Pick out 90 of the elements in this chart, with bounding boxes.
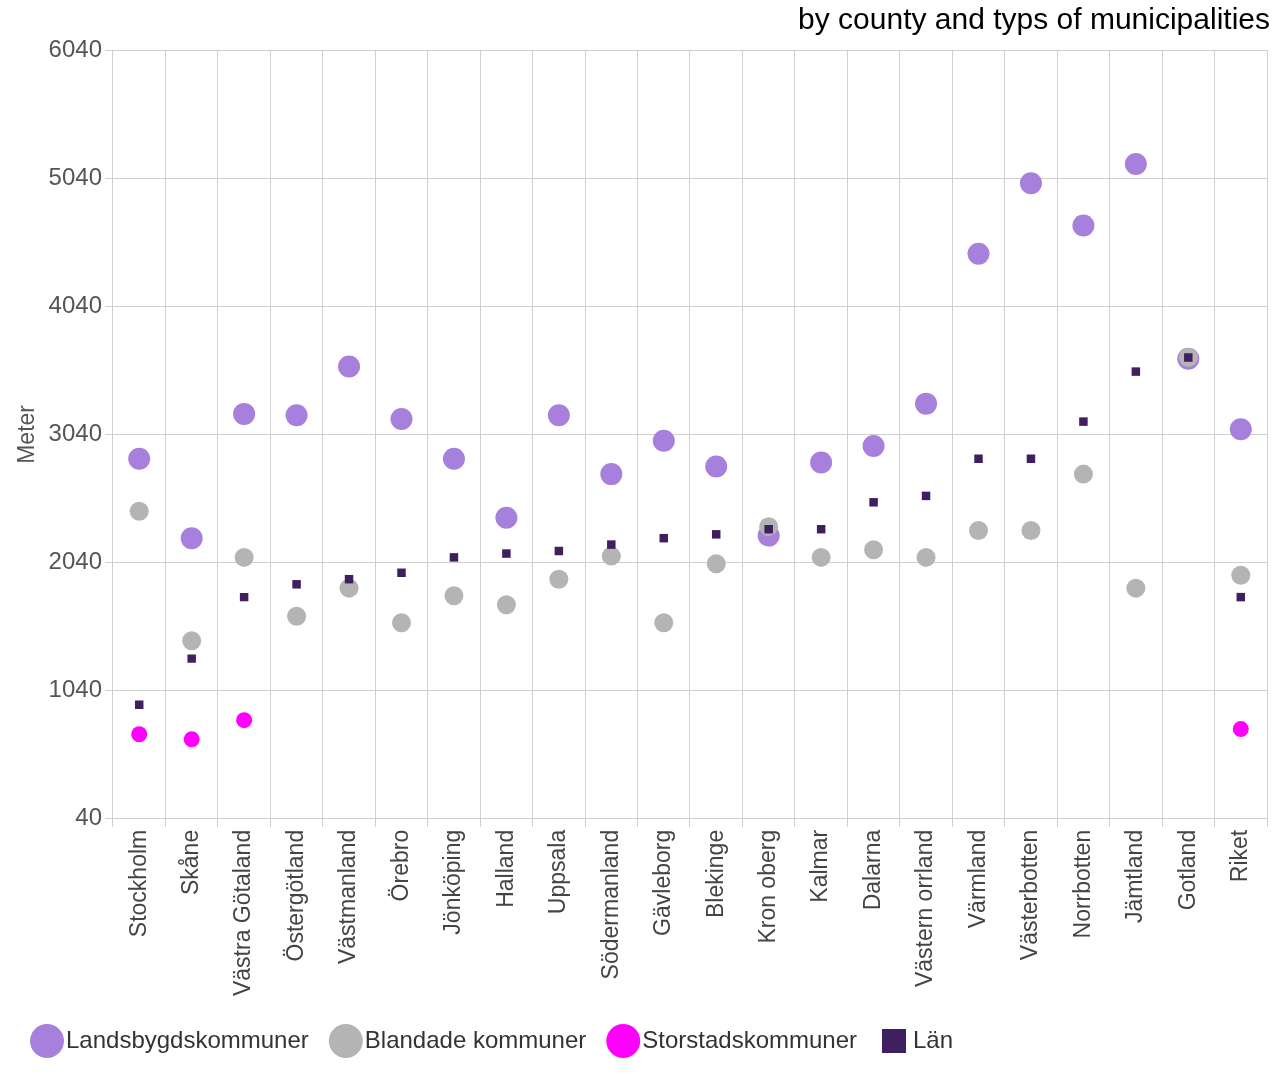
point — [236, 712, 253, 729]
point — [496, 595, 516, 615]
point — [810, 451, 833, 474]
x-tick-label: Uppsala — [544, 829, 571, 915]
point — [1229, 418, 1252, 441]
point — [811, 547, 831, 567]
point — [292, 580, 301, 589]
x-tick-label: Skåne — [177, 829, 204, 896]
legend-label: Blandade kommuner — [364, 1025, 587, 1053]
point — [187, 654, 196, 663]
legend-label: Storstadskommuner — [642, 1025, 858, 1053]
x-tick-label: Norrbotten — [1068, 829, 1095, 939]
y-tick-label: 3040 — [48, 419, 102, 447]
point — [1079, 417, 1088, 426]
point — [444, 586, 464, 606]
x-tick-label: Gävleborg — [649, 829, 676, 936]
x-tick-label: Östergötland — [281, 829, 308, 962]
point — [652, 429, 675, 452]
point — [967, 242, 990, 265]
y-tick-label: 4040 — [48, 290, 102, 318]
point — [1232, 721, 1249, 738]
x-tick-label: Jönköping — [439, 829, 466, 935]
point — [706, 554, 726, 574]
y-axis-title: Meter — [13, 404, 40, 464]
x-tick-label: Riket — [1226, 829, 1253, 883]
point — [1131, 367, 1141, 376]
point — [600, 463, 623, 486]
x-tick-label: Halland — [491, 829, 518, 908]
point — [974, 454, 983, 463]
x-tick-label: Västern orrland — [911, 829, 938, 988]
point — [397, 568, 406, 578]
point — [129, 501, 149, 521]
x-tick-label: Blekinge — [701, 829, 728, 919]
x-tick-label: Dalarna — [858, 829, 885, 911]
x-tick-label: Kron oberg — [754, 829, 781, 944]
point — [705, 455, 728, 478]
point — [233, 402, 256, 425]
point — [180, 527, 203, 550]
legend-label: Län — [913, 1025, 954, 1053]
point — [502, 549, 511, 558]
point — [916, 547, 936, 567]
point — [862, 434, 885, 457]
y-tick-label: 5040 — [48, 162, 102, 190]
point — [1073, 464, 1093, 484]
point — [390, 408, 413, 431]
point — [183, 731, 200, 748]
point — [1231, 565, 1251, 585]
x-tick-label: Västmanland — [334, 829, 361, 965]
point — [449, 553, 459, 562]
point — [869, 498, 878, 507]
point — [1021, 520, 1041, 540]
x-tick-label: Södermanland — [596, 829, 623, 980]
point — [338, 355, 361, 378]
point — [711, 530, 721, 539]
point — [1026, 454, 1036, 463]
point — [547, 404, 570, 427]
point — [1124, 153, 1147, 176]
point — [234, 547, 254, 567]
point — [1126, 578, 1146, 598]
point — [131, 726, 148, 743]
chart-title: by county and typs of municipalities — [798, 2, 1270, 36]
point — [391, 613, 411, 633]
y-tick-label: 40 — [75, 803, 102, 831]
point — [864, 540, 884, 560]
x-tick-label: Stockholm — [124, 829, 151, 938]
y-tick-label: 2040 — [48, 547, 102, 575]
point — [607, 540, 616, 549]
point — [654, 613, 674, 633]
x-tick-label: Jämtland — [1121, 829, 1148, 924]
point — [495, 506, 518, 529]
y-tick-label: 6040 — [48, 34, 102, 62]
x-tick-label: Västerbotten — [1016, 829, 1043, 961]
point — [285, 404, 308, 427]
x-tick-label: Värmland — [963, 829, 990, 929]
point — [915, 392, 938, 415]
x-tick-label: Västra Götaland — [229, 829, 256, 997]
x-tick-label: Gotland — [1173, 829, 1200, 911]
point — [1072, 214, 1095, 237]
point — [1019, 172, 1042, 195]
point — [128, 447, 151, 470]
point — [287, 606, 307, 626]
point — [549, 569, 569, 589]
point — [969, 520, 988, 540]
point — [442, 447, 465, 470]
y-tick-label: 1040 — [48, 675, 102, 703]
point — [601, 546, 621, 566]
x-tick-label: Örebro — [386, 829, 413, 902]
legend-label: Landsbygdskommuner — [66, 1025, 309, 1053]
x-tick-label: Kalmar — [806, 829, 833, 903]
point — [182, 631, 202, 651]
